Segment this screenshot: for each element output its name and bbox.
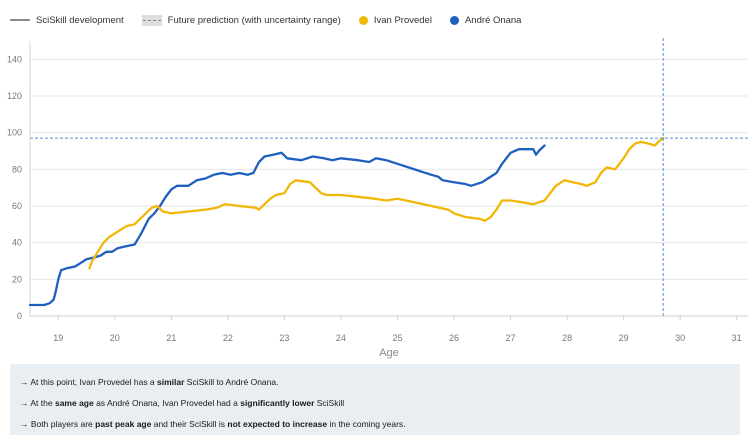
- insight-note: → At this point, Ivan Provedel has a sim…: [20, 372, 740, 393]
- x-tick-label: 27: [506, 333, 516, 343]
- note-text: in the coming years.: [327, 419, 406, 429]
- legend-item[interactable]: Ivan Provedel: [358, 14, 432, 26]
- legend-item[interactable]: André Onana: [449, 14, 522, 26]
- series-line-provedel: [88, 137, 665, 270]
- y-tick-label: 120: [7, 91, 22, 101]
- y-tick-label: 140: [7, 54, 22, 64]
- x-tick-label: 26: [449, 333, 459, 343]
- insight-note: → At the same age as André Onana, Ivan P…: [20, 393, 740, 414]
- x-tick-label: 31: [732, 333, 742, 343]
- legend-swatch: [141, 14, 162, 26]
- chart-legend: SciSkill development Future prediction (w…: [10, 10, 539, 30]
- note-text: and their SciSkill is: [151, 419, 228, 429]
- y-tick-label: 20: [12, 274, 22, 284]
- note-text: → At this point, Ivan Provedel has a: [20, 377, 158, 387]
- y-tick-label: 80: [12, 164, 22, 174]
- note-emphasis: not expected to increase: [227, 419, 328, 429]
- note-text: → Both players are: [20, 419, 96, 429]
- note-text: → At the: [20, 398, 55, 408]
- note-text: SciSkill: [314, 398, 345, 408]
- y-tick-label: 40: [12, 238, 22, 248]
- x-tick-label: 25: [392, 333, 402, 343]
- insights-panel: → At this point, Ivan Provedel has a sim…: [10, 364, 740, 435]
- note-emphasis: past peak age: [95, 419, 152, 429]
- note-emphasis: significantly lower: [240, 398, 315, 408]
- legend-item[interactable]: Future prediction (with uncertainty rang…: [141, 14, 341, 26]
- y-tick-label: 0: [17, 311, 22, 321]
- x-axis-title: Age: [379, 347, 399, 359]
- legend-label: Ivan Provedel: [373, 14, 432, 26]
- x-tick-label: 24: [336, 333, 346, 343]
- note-text: SciSkill to André Onana.: [184, 377, 279, 387]
- legend-label: Future prediction (with uncertainty rang…: [167, 14, 341, 26]
- x-tick-label: 30: [675, 333, 685, 343]
- x-tick-label: 23: [279, 333, 289, 343]
- x-tick-label: 28: [562, 333, 572, 343]
- line-chart: 0 20 40 60 80 100 120 140 19 20 21 22 23 24 25 26 27 28 29…: [7, 38, 748, 359]
- insight-note: → Both players are past peak age and the…: [20, 414, 740, 435]
- x-tick-label: 22: [223, 333, 233, 343]
- note-emphasis: similar: [157, 377, 185, 387]
- y-tick-label: 100: [7, 128, 22, 138]
- note-emphasis: same age: [54, 398, 94, 408]
- x-tick-label: 29: [619, 333, 629, 343]
- legend-swatch: [358, 15, 368, 25]
- x-tick-label: 21: [166, 333, 176, 343]
- x-tick-label: 20: [110, 333, 120, 343]
- y-tick-label: 60: [12, 201, 22, 211]
- legend-label: André Onana: [464, 14, 522, 26]
- x-tick-label: 19: [53, 333, 63, 343]
- legend-swatch: [10, 19, 30, 21]
- note-text: as André Onana, Ivan Provedel had a: [93, 398, 241, 408]
- legend-swatch: [449, 15, 459, 25]
- legend-label: SciSkill development: [36, 14, 124, 26]
- legend-item[interactable]: SciSkill development: [10, 15, 124, 26]
